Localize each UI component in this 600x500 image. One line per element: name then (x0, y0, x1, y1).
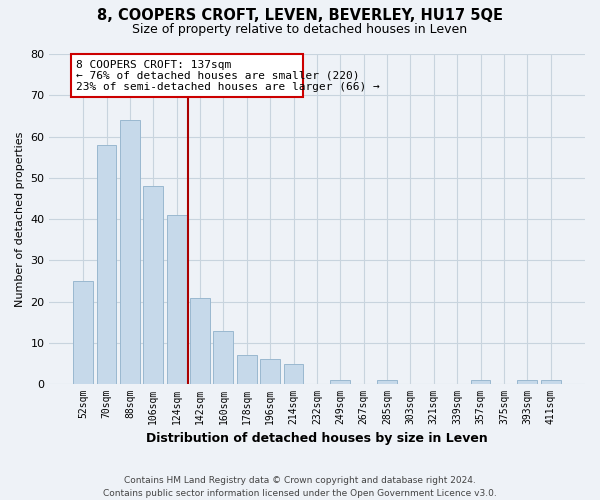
Text: 8, COOPERS CROFT, LEVEN, BEVERLEY, HU17 5QE: 8, COOPERS CROFT, LEVEN, BEVERLEY, HU17 … (97, 8, 503, 22)
Bar (470, 380, 490, 384)
Bar (120, 120, 140, 384)
Bar (541, 380, 560, 384)
X-axis label: Distribution of detached houses by size in Leven: Distribution of detached houses by size … (146, 432, 488, 445)
Bar (190, 298, 210, 384)
Text: Contains HM Land Registry data © Crown copyright and database right 2024.
Contai: Contains HM Land Registry data © Crown c… (103, 476, 497, 498)
Text: Size of property relative to detached houses in Leven: Size of property relative to detached ho… (133, 22, 467, 36)
Bar (143, 186, 163, 384)
Bar (517, 380, 537, 384)
Bar (97, 145, 116, 384)
Bar (214, 330, 233, 384)
Text: 8 COOPERS CROFT: 137sqm: 8 COOPERS CROFT: 137sqm (76, 60, 232, 70)
Bar (237, 356, 257, 384)
Bar (377, 380, 397, 384)
Bar (260, 360, 280, 384)
FancyBboxPatch shape (71, 54, 303, 98)
Bar (284, 364, 304, 384)
Bar (167, 215, 187, 384)
Bar (73, 281, 93, 384)
Text: 23% of semi-detached houses are larger (66) →: 23% of semi-detached houses are larger (… (76, 82, 380, 92)
Bar (331, 380, 350, 384)
Y-axis label: Number of detached properties: Number of detached properties (15, 132, 25, 307)
Text: ← 76% of detached houses are smaller (220): ← 76% of detached houses are smaller (22… (76, 70, 359, 81)
